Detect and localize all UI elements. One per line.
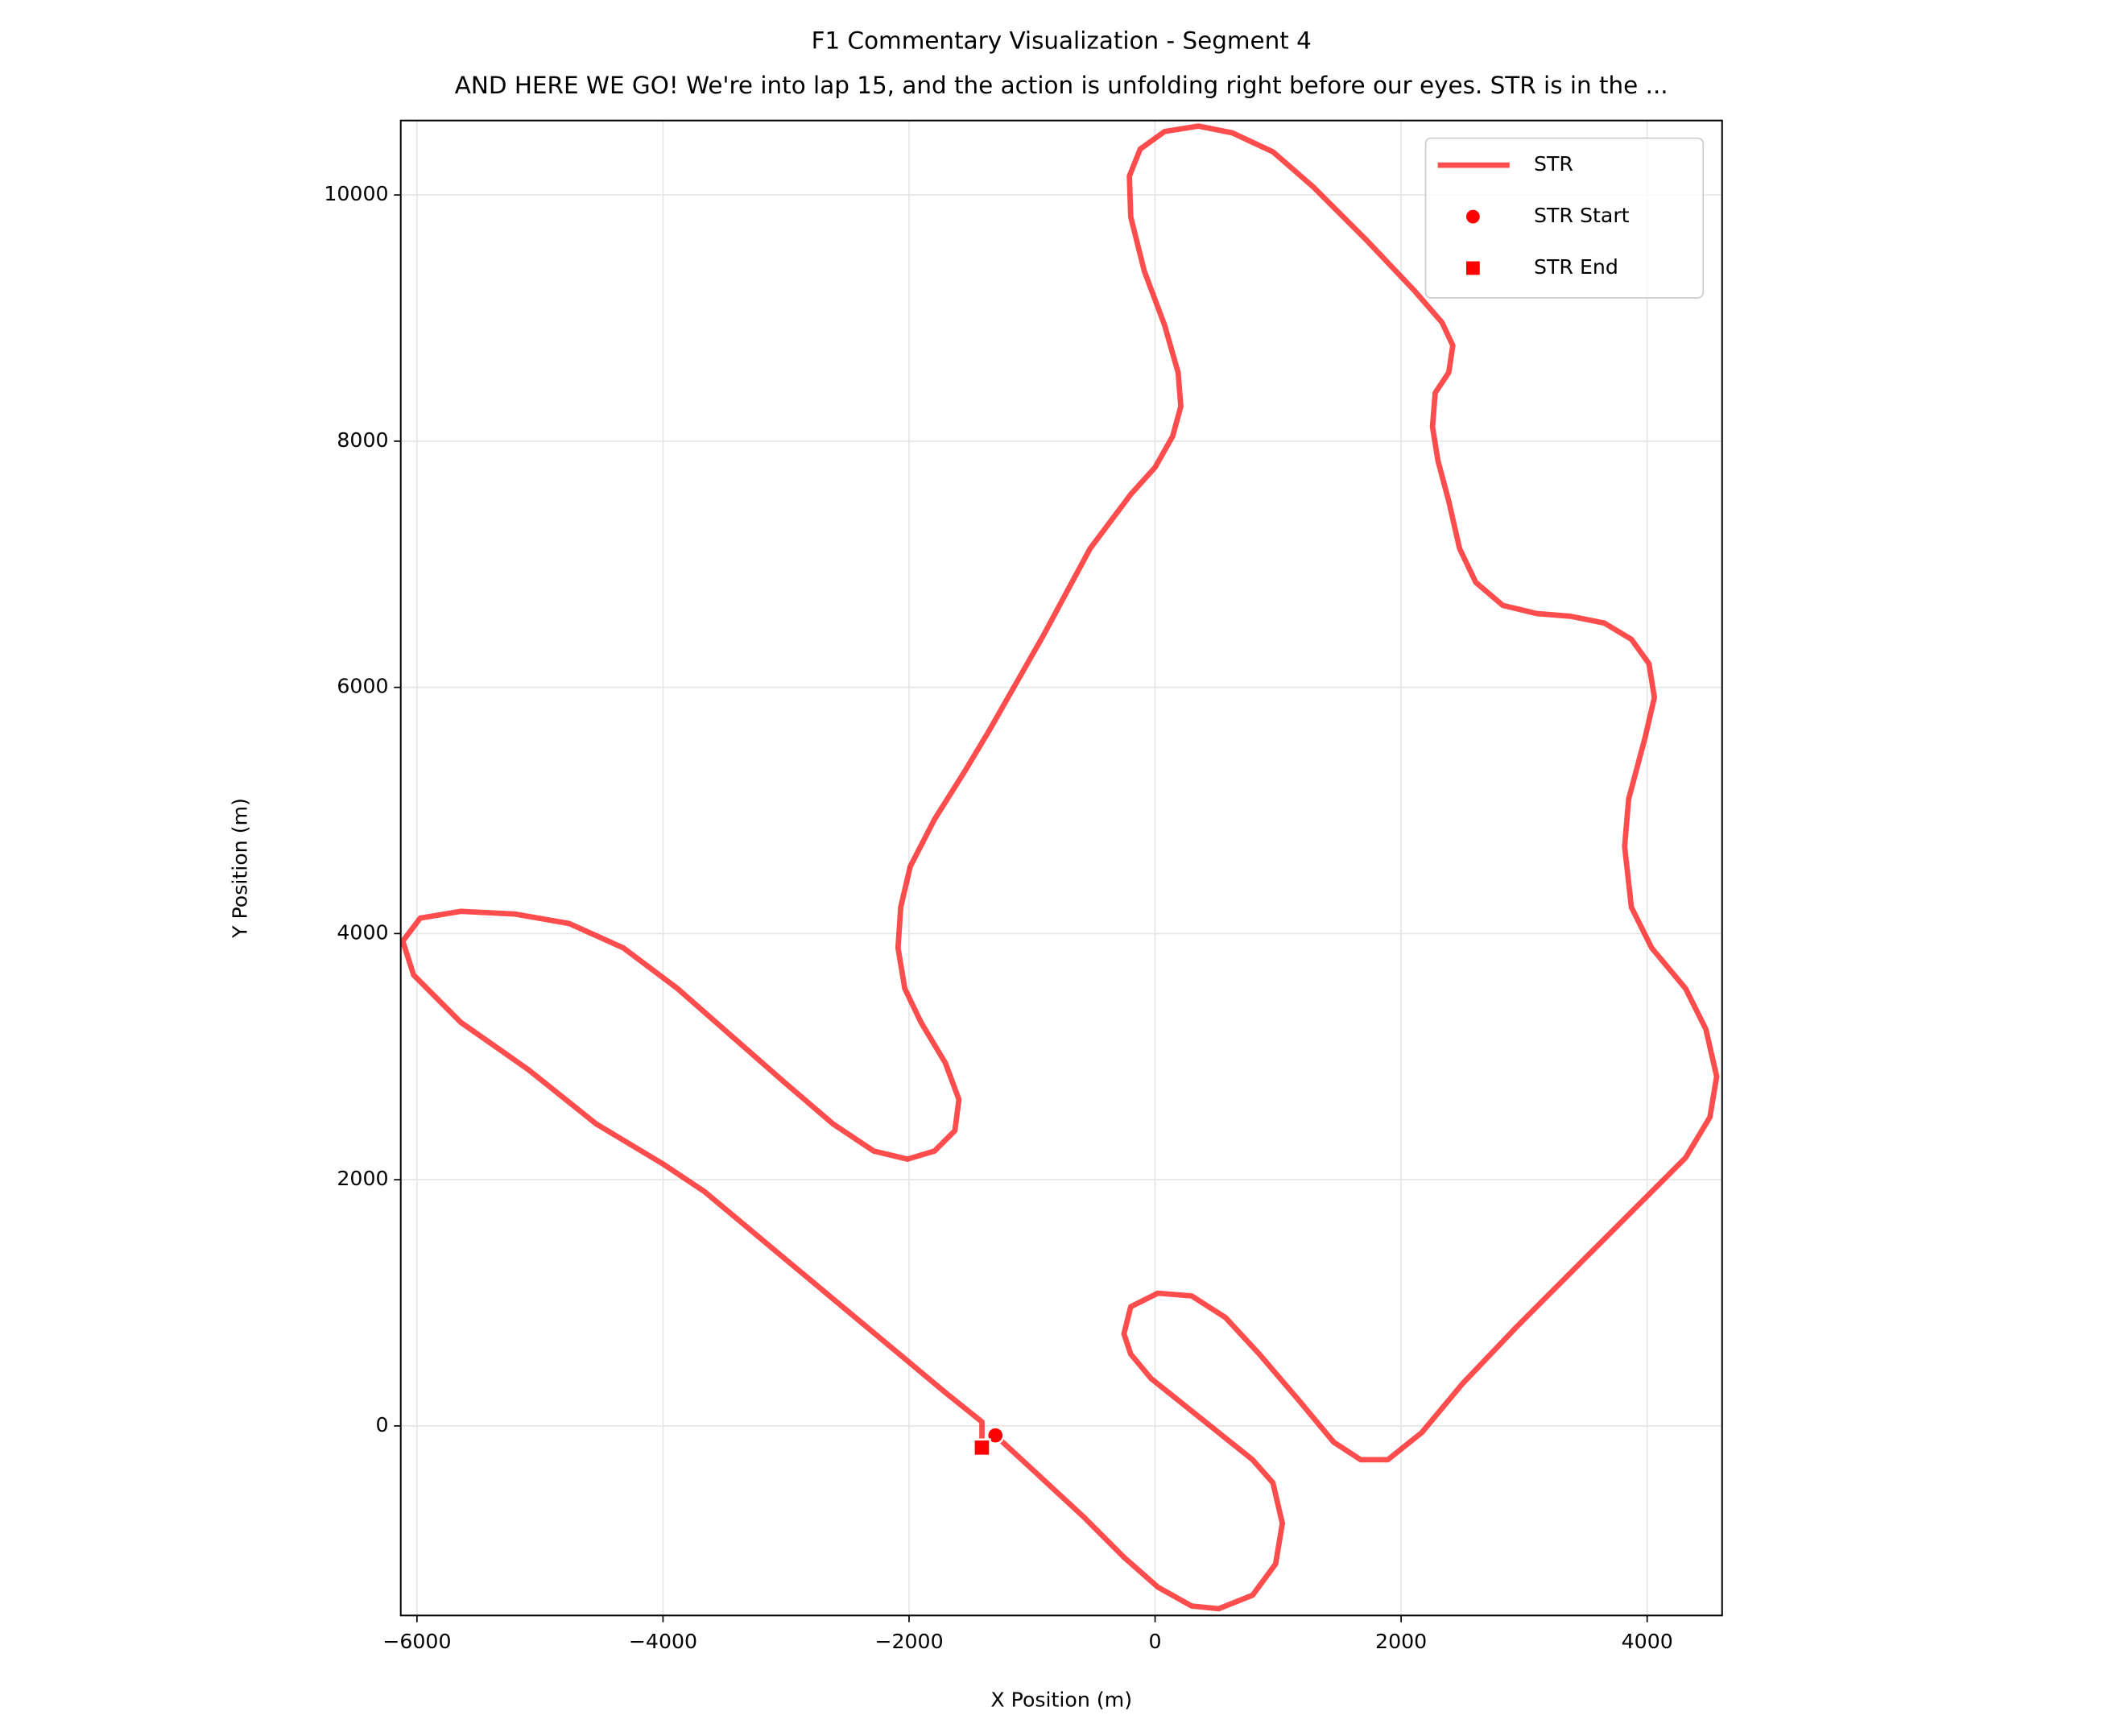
start-marker (986, 1426, 1005, 1445)
x-tick-label: 2000 (1375, 1630, 1427, 1653)
end-marker (973, 1438, 991, 1457)
x-axis-label: X Position (m) (990, 1688, 1132, 1711)
x-tick-label: −2000 (874, 1630, 943, 1653)
x-tick-label: −4000 (629, 1630, 697, 1653)
y-tick-label: 10000 (324, 182, 388, 205)
legend-label: STR End (1534, 255, 1618, 279)
y-tick-label: 6000 (337, 675, 388, 698)
x-tick-label: 4000 (1622, 1630, 1673, 1653)
y-tick-label: 8000 (337, 428, 388, 452)
legend-marker (1465, 261, 1480, 275)
y-tick-label: 0 (376, 1413, 389, 1436)
chart-subtitle: AND HERE WE GO! We're into lap 15, and t… (455, 72, 1668, 99)
legend-box (1424, 137, 1705, 299)
y-tick-label: 2000 (337, 1167, 388, 1190)
data-layer (400, 123, 1720, 1612)
track-line (400, 123, 1720, 1612)
legend-label: STR (1534, 152, 1573, 176)
plot-frame (399, 119, 1723, 1617)
x-tick-label: −6000 (382, 1630, 451, 1653)
chart-title: F1 Commentary Visualization - Segment 4 (812, 27, 1312, 55)
x-tick-label: 0 (1149, 1630, 1162, 1653)
y-tick-label: 4000 (337, 920, 388, 944)
legend-label: STR Start (1534, 204, 1630, 227)
y-axis-label: Y Position (m) (228, 798, 251, 939)
legend-marker (1465, 209, 1480, 224)
legend: STR STR Start STR End (1424, 137, 1705, 299)
